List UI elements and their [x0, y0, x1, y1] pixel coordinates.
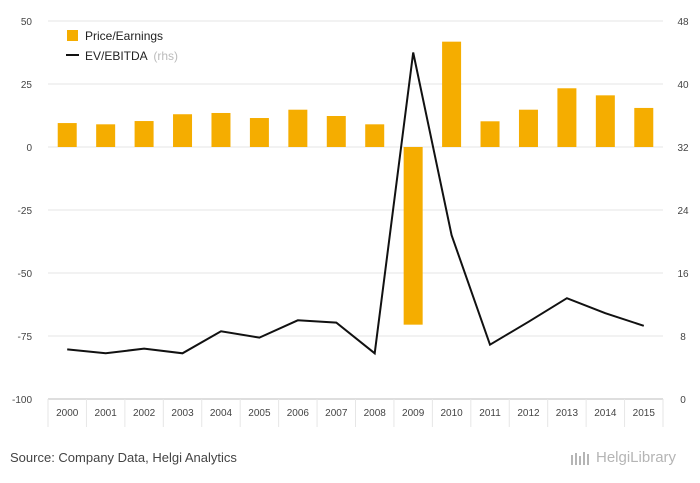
legend: Price/Earnings EV/EBITDA (rhs) — [66, 29, 178, 63]
brand-logo: HelgiLibrary — [570, 449, 676, 466]
legend-rhs-note: (rhs) — [153, 49, 178, 63]
x-tick-label: 2011 — [479, 408, 501, 419]
right-axis: 48 40 32 24 16 8 0 — [677, 17, 689, 406]
bar-price-earnings-2004 — [211, 112, 231, 147]
x-tick-label: 2006 — [287, 408, 310, 419]
y-right-tick-label: 0 — [680, 395, 686, 406]
x-tick-label: 2009 — [402, 408, 425, 419]
brand-name: HelgiLibrary — [596, 449, 677, 466]
bar-price-earnings-2002 — [134, 121, 154, 147]
x-tick-label: 2008 — [364, 408, 387, 419]
left-axis: 50 25 0 -25 -50 -75 -100 — [12, 17, 32, 406]
y-right-tick-label: 8 — [680, 332, 686, 343]
bar-price-earnings-2011 — [480, 121, 500, 147]
bar-price-earnings-2007 — [326, 116, 346, 147]
y-right-tick-label: 16 — [677, 269, 689, 280]
x-tick-label: 2007 — [325, 408, 348, 419]
y-left-tick-label: -100 — [12, 395, 32, 406]
y-right-tick-label: 48 — [677, 17, 689, 28]
bar-price-earnings-2008 — [365, 124, 385, 147]
bar-price-earnings-2013 — [557, 88, 577, 147]
source-note: Source: Company Data, Helgi Analytics — [10, 450, 237, 465]
chart: 50 25 0 -25 -50 -75 -100 48 40 32 24 16 8 0 2000 2001… — [12, 17, 689, 427]
y-left-tick-label: 50 — [21, 17, 33, 28]
y-right-tick-label: 40 — [677, 80, 689, 91]
y-left-tick-label: 0 — [26, 143, 32, 154]
bar-price-earnings-2009 — [403, 147, 423, 325]
legend-swatch-price-earnings — [67, 30, 78, 41]
y-left-tick-label: 25 — [21, 80, 33, 91]
line-ev-ebitda — [67, 52, 645, 356]
y-left-tick-label: -50 — [18, 269, 33, 280]
library-icon — [571, 451, 589, 465]
x-axis: 2000 2001 2002 2003 2004 2005 2006 2007 2008 2009… — [47, 399, 664, 427]
bar-price-earnings-2005 — [249, 118, 269, 147]
y-right-tick-label: 24 — [677, 206, 689, 217]
x-tick-label: 2002 — [133, 408, 156, 419]
line-series — [67, 52, 645, 356]
legend-label-price-earnings: Price/Earnings — [85, 29, 163, 43]
bar-price-earnings-2003 — [173, 114, 193, 147]
grid — [48, 20, 663, 400]
y-left-tick-label: -25 — [18, 206, 33, 217]
bar-price-earnings-2015 — [634, 107, 654, 147]
bar-price-earnings-2006 — [288, 109, 308, 147]
x-tick-label: 2004 — [210, 408, 233, 419]
x-tick-label: 2000 — [56, 408, 79, 419]
bar-price-earnings-2014 — [595, 95, 615, 147]
x-tick-label: 2012 — [517, 408, 540, 419]
legend-label-ev-ebitda-text: EV/EBITDA — [85, 49, 148, 63]
x-tick-label: 2001 — [95, 408, 118, 419]
y-right-tick-label: 32 — [677, 143, 689, 154]
bar-price-earnings-2000 — [57, 123, 77, 147]
legend-label-ev-ebitda: EV/EBITDA (rhs) — [85, 49, 178, 63]
x-tick-label: 2005 — [248, 408, 271, 419]
y-left-tick-label: -75 — [18, 332, 33, 343]
x-tick-label: 2014 — [594, 408, 617, 419]
bar-price-earnings-2010 — [442, 41, 462, 147]
x-tick-label: 2013 — [556, 408, 579, 419]
x-tick-label: 2003 — [171, 408, 194, 419]
bar-price-earnings-2001 — [96, 124, 116, 147]
bar-series — [57, 41, 654, 325]
x-tick-label: 2015 — [633, 408, 656, 419]
x-tick-label: 2010 — [440, 408, 463, 419]
bar-price-earnings-2012 — [518, 109, 538, 147]
